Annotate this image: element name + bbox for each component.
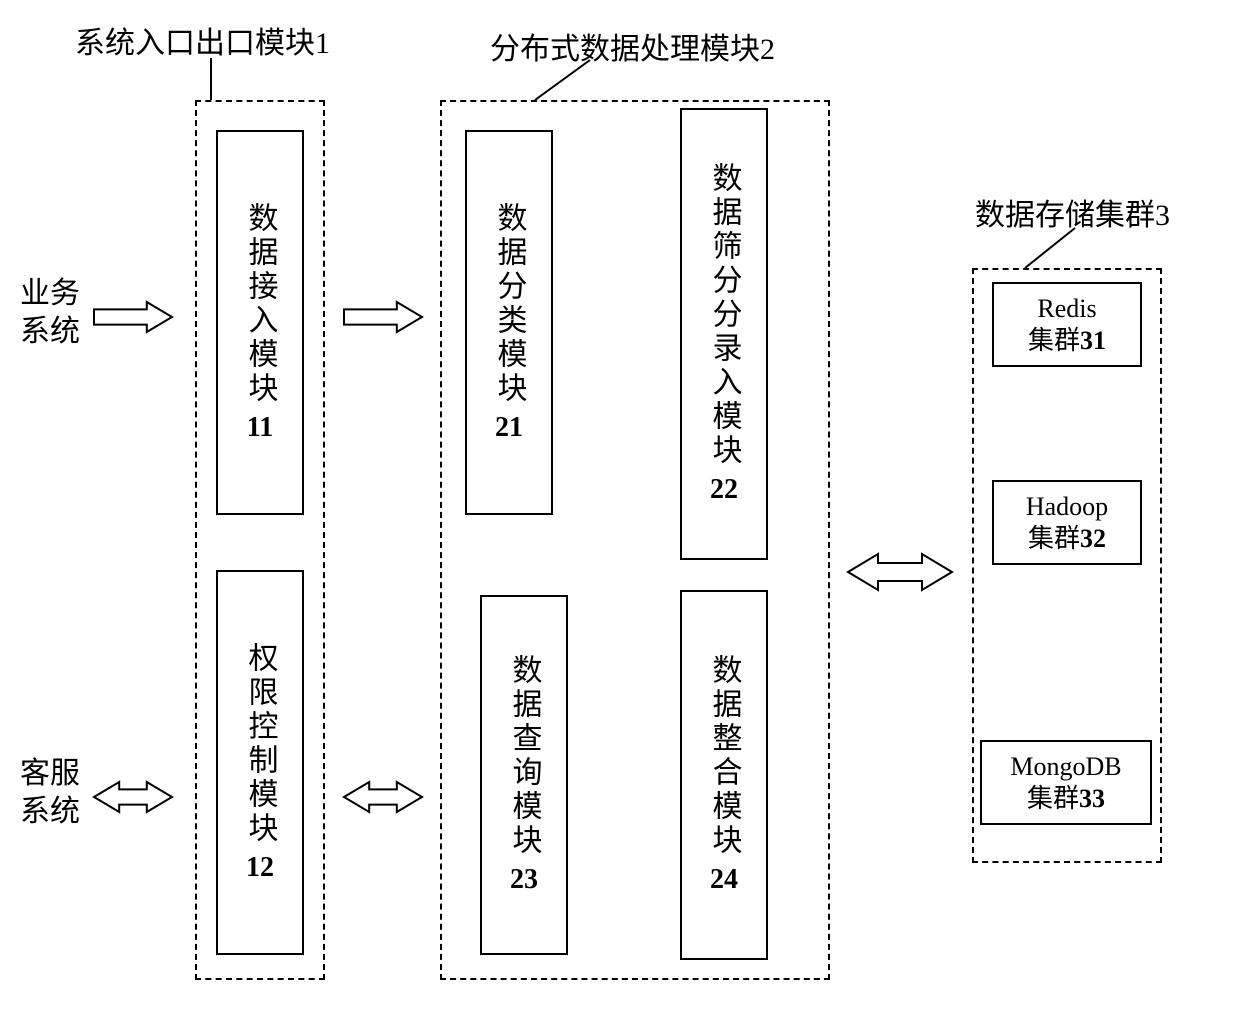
box-24-number: 24 — [710, 864, 738, 896]
leader-line-2 — [533, 58, 592, 102]
box-23-query: 数据查询模块 23 — [480, 595, 568, 955]
box-21-number: 21 — [495, 412, 523, 444]
box-12-number: 12 — [246, 852, 274, 884]
box-11-text: 数据接入模块 — [244, 202, 277, 406]
box-23-text: 数据查询模块 — [508, 654, 541, 858]
redis-cluster: Redis 集群31 — [992, 282, 1142, 367]
arrow-m2-to-m3 — [846, 552, 954, 592]
module1-title: 系统入口出口模块1 — [75, 18, 330, 62]
box-11-data-access: 数据接入模块 11 — [216, 130, 304, 515]
service-system-label: 客服系统 — [20, 755, 80, 830]
hadoop-cn: 集群 — [1028, 524, 1080, 553]
leader-line-3 — [1023, 226, 1077, 270]
redis-num: 31 — [1080, 326, 1106, 355]
box-23-number: 23 — [510, 864, 538, 896]
mongo-cluster: MongoDB 集群33 — [980, 740, 1152, 825]
box-24-text: 数据整合模块 — [708, 654, 741, 858]
box-12-text: 权限控制模块 — [244, 642, 277, 846]
arrow-m1-to-m2-bot — [342, 780, 424, 814]
box-21-classify: 数据分类模块 21 — [465, 130, 553, 515]
redis-en: Redis — [1037, 294, 1096, 323]
hadoop-en: Hadoop — [1026, 492, 1108, 521]
mongo-en: MongoDB — [1010, 752, 1121, 781]
mongo-cn: 集群 — [1027, 784, 1079, 813]
box-22-filter-input: 数据筛分分录入模块 22 — [680, 108, 768, 560]
arrow-business-to-m1 — [92, 300, 174, 334]
box-22-number: 22 — [710, 474, 738, 506]
arrow-m1-to-m2-top — [342, 300, 424, 334]
business-system-label: 业务系统 — [20, 275, 80, 350]
redis-cn: 集群 — [1028, 326, 1080, 355]
arrow-service-to-m1 — [92, 780, 174, 814]
mongo-num: 33 — [1079, 784, 1105, 813]
box-22-text: 数据筛分分录入模块 — [708, 162, 741, 468]
hadoop-cluster: Hadoop 集群32 — [992, 480, 1142, 565]
leader-line-1 — [210, 58, 212, 100]
hadoop-num: 32 — [1080, 524, 1106, 553]
box-21-text: 数据分类模块 — [493, 202, 526, 406]
box-12-permission: 权限控制模块 12 — [216, 570, 304, 955]
box-11-number: 11 — [247, 412, 273, 444]
box-24-integrate: 数据整合模块 24 — [680, 590, 768, 960]
